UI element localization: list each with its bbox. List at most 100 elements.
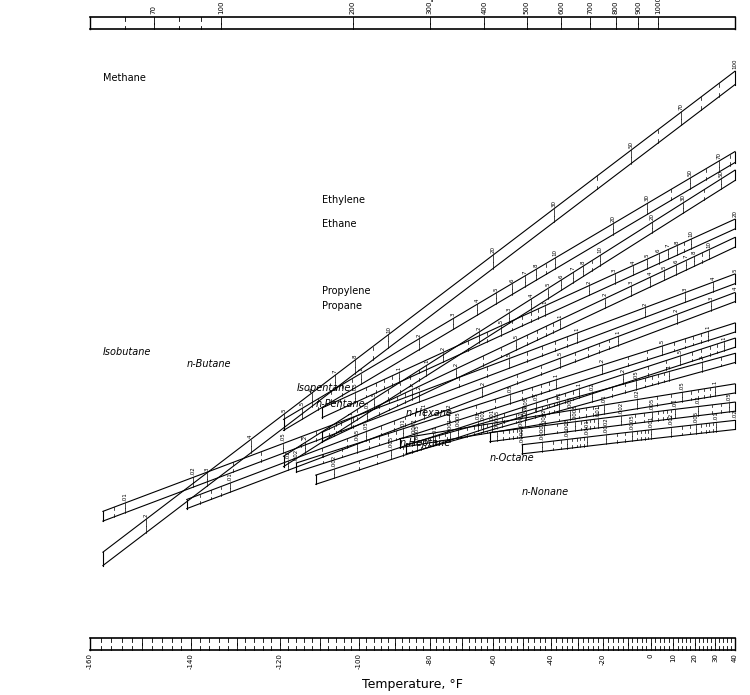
Text: 7: 7 xyxy=(332,370,338,373)
Text: 4: 4 xyxy=(630,260,635,263)
Text: .2: .2 xyxy=(454,361,459,366)
Text: 1: 1 xyxy=(358,368,363,371)
Text: -20: -20 xyxy=(600,653,606,664)
Text: 1: 1 xyxy=(558,314,562,318)
Text: 1: 1 xyxy=(424,360,429,363)
Text: .5: .5 xyxy=(557,351,562,357)
Text: .002: .002 xyxy=(523,404,528,416)
Text: 6: 6 xyxy=(509,278,515,281)
Text: .5: .5 xyxy=(513,334,518,338)
Text: 1: 1 xyxy=(542,300,548,304)
Text: .5: .5 xyxy=(300,401,304,406)
Text: -160: -160 xyxy=(87,653,93,669)
Text: 10: 10 xyxy=(386,325,391,332)
Text: 200: 200 xyxy=(350,1,356,14)
Text: 7: 7 xyxy=(683,255,688,259)
Text: 50: 50 xyxy=(688,169,693,176)
Text: .02: .02 xyxy=(446,403,452,412)
Text: 50: 50 xyxy=(628,141,633,148)
Text: 5: 5 xyxy=(494,287,499,291)
Text: .005: .005 xyxy=(388,436,394,448)
Text: .05: .05 xyxy=(680,382,684,391)
Text: Propane: Propane xyxy=(322,301,362,311)
Text: 5: 5 xyxy=(662,265,667,269)
Text: .05: .05 xyxy=(727,392,731,401)
Text: 4: 4 xyxy=(529,293,533,297)
Text: .00005: .00005 xyxy=(565,418,570,437)
Text: 10: 10 xyxy=(688,230,694,237)
Text: .05: .05 xyxy=(507,384,512,393)
Text: .0005: .0005 xyxy=(455,411,460,427)
Text: .05: .05 xyxy=(352,382,357,391)
Text: .0002: .0002 xyxy=(542,408,546,423)
Text: .1: .1 xyxy=(667,364,671,370)
Text: 5: 5 xyxy=(644,254,650,257)
Text: 10: 10 xyxy=(670,653,676,662)
Text: .02: .02 xyxy=(733,409,737,418)
Text: Ethylene: Ethylene xyxy=(322,195,365,204)
Text: 10: 10 xyxy=(552,250,557,256)
Text: 8: 8 xyxy=(692,251,697,254)
Text: .001: .001 xyxy=(649,416,653,427)
Text: .005: .005 xyxy=(524,397,529,409)
Text: 1: 1 xyxy=(721,336,726,340)
Text: 6: 6 xyxy=(309,388,314,391)
Text: .002: .002 xyxy=(294,449,299,461)
Text: .2: .2 xyxy=(303,435,307,441)
Text: n-Octane: n-Octane xyxy=(490,453,535,464)
Text: 2: 2 xyxy=(586,280,591,284)
Text: 20: 20 xyxy=(610,215,616,222)
Text: Isopentane: Isopentane xyxy=(296,384,351,393)
Text: 4: 4 xyxy=(475,298,480,302)
Text: Ethane: Ethane xyxy=(322,219,357,229)
Text: .005: .005 xyxy=(694,410,699,423)
Text: .01: .01 xyxy=(227,473,232,481)
Text: .1: .1 xyxy=(577,382,582,386)
Text: 100: 100 xyxy=(733,58,737,69)
Text: 100: 100 xyxy=(218,1,224,14)
Text: .001: .001 xyxy=(447,418,452,430)
Text: .01: .01 xyxy=(122,492,128,501)
Text: .0002: .0002 xyxy=(604,417,608,433)
Text: 400: 400 xyxy=(482,1,488,14)
Text: .5: .5 xyxy=(506,351,512,357)
Text: 8: 8 xyxy=(533,264,538,268)
Text: 20: 20 xyxy=(692,653,698,662)
Text: .05: .05 xyxy=(363,421,368,430)
Text: -40: -40 xyxy=(548,653,554,664)
Text: 8: 8 xyxy=(352,354,357,358)
Text: .1: .1 xyxy=(349,411,353,416)
Text: 20: 20 xyxy=(490,246,495,253)
Text: n-Heptane: n-Heptane xyxy=(400,438,451,448)
Text: -60: -60 xyxy=(490,653,496,665)
Text: .5: .5 xyxy=(498,318,503,324)
Text: 2: 2 xyxy=(476,327,482,330)
Text: .0005: .0005 xyxy=(629,414,634,430)
Text: 3: 3 xyxy=(628,281,634,284)
Text: n-Nonane: n-Nonane xyxy=(522,487,569,497)
Text: .01: .01 xyxy=(400,418,406,427)
Text: 600: 600 xyxy=(558,1,564,14)
Text: 3: 3 xyxy=(612,268,617,272)
Text: -100: -100 xyxy=(356,653,362,669)
Text: 7: 7 xyxy=(666,244,670,247)
Text: Isobutane: Isobutane xyxy=(103,347,152,357)
Text: 70: 70 xyxy=(151,5,157,14)
Text: 3: 3 xyxy=(507,307,512,311)
Text: Propylene: Propylene xyxy=(322,286,370,296)
Text: .002: .002 xyxy=(668,413,673,425)
Text: 2: 2 xyxy=(602,293,608,297)
Text: .002: .002 xyxy=(332,455,336,467)
Text: 7: 7 xyxy=(522,270,527,274)
Text: .002: .002 xyxy=(619,402,623,414)
Text: 10: 10 xyxy=(706,240,711,247)
Text: 6: 6 xyxy=(674,260,678,263)
Text: .0005: .0005 xyxy=(572,404,577,420)
Text: .01: .01 xyxy=(601,394,606,403)
Text: .0002: .0002 xyxy=(411,418,416,434)
Text: 3: 3 xyxy=(708,296,713,300)
Text: 0: 0 xyxy=(648,653,654,657)
Text: 1000: 1000 xyxy=(656,0,662,14)
Text: 70: 70 xyxy=(679,103,684,110)
Text: .02: .02 xyxy=(590,382,595,391)
